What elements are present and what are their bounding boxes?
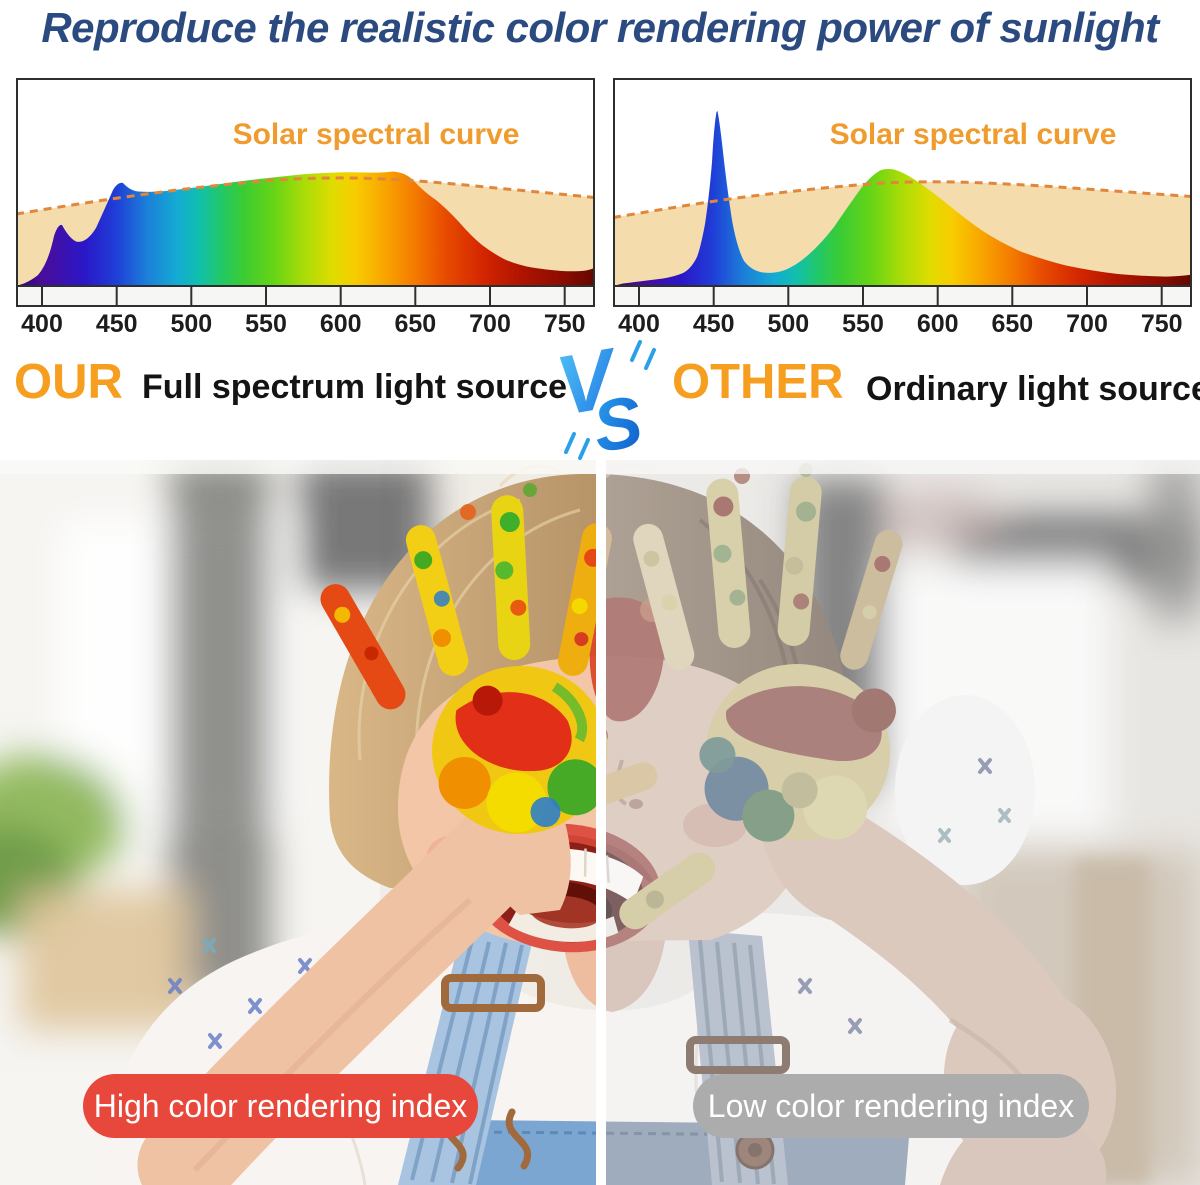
axis-tick-label: 550 [842,310,884,338]
comparison-photo [0,460,1200,1185]
axis-tick-label: 450 [693,310,735,338]
axis-tick-label: 500 [767,310,809,338]
axis-tick-label: 600 [917,310,959,338]
axis-tick-label: 500 [170,310,212,338]
axis-strip [614,286,1191,306]
axis-tick-label: 550 [245,310,287,338]
low-cri-badge: Low color rendering index [693,1074,1089,1138]
high-cri-badge: High color rendering index [83,1074,478,1138]
our-brand-label: OUR [14,355,123,409]
axis-strip [17,286,594,306]
child-painted-hands-photo [0,460,1200,1185]
other-description: Ordinary light source [866,370,1200,408]
chart-full-spectrum: Solar spectral curve 400 450 500 550 600… [16,78,595,338]
chart-ordinary-light: Solar spectral curve 400 450 500 550 600… [613,78,1192,338]
axis-ticks [17,285,594,305]
vs-letter-s: S [587,381,648,460]
axis-tick-label: 700 [469,310,511,338]
vs-icon: V S [552,336,656,460]
chart-border [613,78,1192,307]
axis-tick-label: 600 [320,310,362,338]
chart-border [16,78,595,307]
other-brand-label: OTHER [672,355,844,409]
spectrum-area [615,111,1190,286]
solar-curve-label: Solar spectral curve [233,118,520,151]
split-divider [596,460,606,1185]
solar-dashed-line [615,180,1190,219]
solar-curve-label: Solar spectral curve [830,118,1117,151]
axis-tick-label: 700 [1066,310,1108,338]
axis-ticks [614,285,1191,305]
solar-dashed-line [18,176,593,216]
axis-tick-label: 650 [394,310,436,338]
axis-tick-label: 750 [544,310,586,338]
page-title: Reproduce the realistic color rendering … [41,4,1159,51]
spectrum-area [18,171,593,286]
axis-tick-label: 650 [991,310,1033,338]
axis-tick-label: 750 [1141,310,1183,338]
our-description: Full spectrum light source [142,368,568,406]
vs-dash-decorations [564,340,656,460]
axis-tick-label: 400 [21,310,63,338]
axis-tick-label: 450 [96,310,138,338]
axis-tick-label: 400 [618,310,660,338]
